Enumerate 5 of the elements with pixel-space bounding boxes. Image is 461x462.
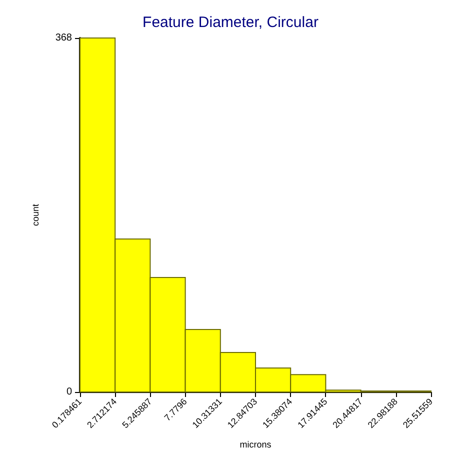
x-axis-title: microns [240, 440, 272, 450]
y-tick-label: 0 [66, 386, 72, 398]
chart-title: Feature Diameter, Circular [142, 14, 318, 31]
y-tick-label: 368 [55, 32, 72, 44]
y-axis-title: count [30, 204, 40, 226]
